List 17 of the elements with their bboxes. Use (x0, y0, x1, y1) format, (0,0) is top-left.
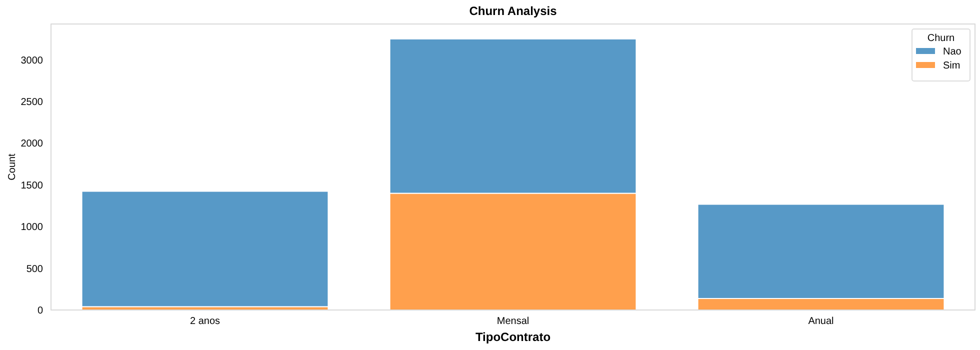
x-tick-label: Anual (808, 316, 834, 327)
y-axis-title: Count (7, 153, 18, 180)
legend-title: Churn (927, 33, 955, 44)
y-tick-label: 1000 (20, 222, 44, 234)
y-tick-label: 0 (37, 306, 44, 316)
y-tick-label: 2000 (20, 138, 44, 150)
y-tick-label: 1500 (20, 180, 44, 192)
legend-label: Sim (943, 60, 960, 72)
x-axis-title: TipoContrato (475, 330, 551, 344)
x-tick-label: 2 anos (190, 316, 220, 327)
x-tick-label: Mensal (496, 316, 530, 327)
chart-title: Churn Analysis (469, 4, 558, 18)
legend-label: Nao (943, 46, 962, 58)
bar (81, 190, 329, 308)
y-tick-label: 3000 (20, 55, 44, 66)
y-tick-label: 500 (26, 264, 44, 275)
y-tick-label: 2500 (20, 97, 44, 108)
